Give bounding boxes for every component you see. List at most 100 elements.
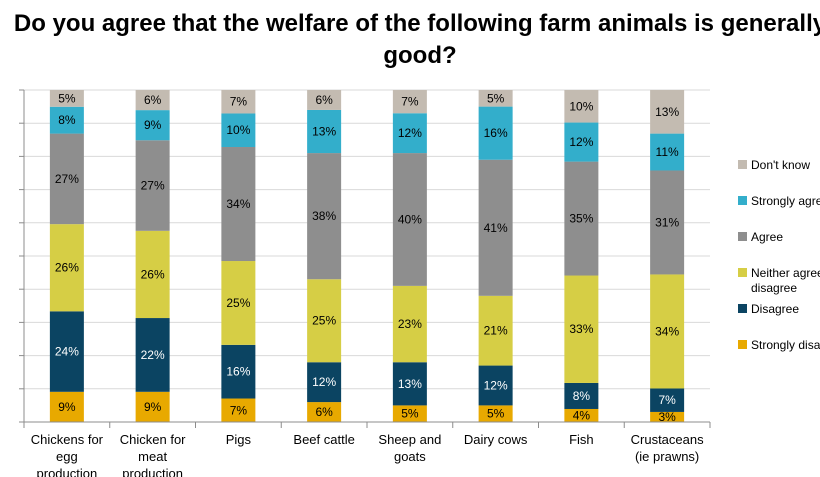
data-label: 9% <box>144 400 162 414</box>
data-label: 13% <box>655 105 679 119</box>
x-tick-label: Fish <box>569 432 594 447</box>
data-label: 10% <box>226 123 250 137</box>
data-label: 34% <box>226 197 250 211</box>
axes <box>19 89 711 428</box>
bar-segment-neither-agree-nor-disagree <box>221 261 256 345</box>
bar-segment-neither-agree-nor-disagree <box>135 230 170 319</box>
data-label: 7% <box>401 95 419 109</box>
data-label: 12% <box>569 135 593 149</box>
data-label: 24% <box>55 345 79 359</box>
bar-segment-strongly-agree <box>478 106 513 160</box>
data-label: 38% <box>312 209 336 223</box>
category-labels: Chickens for egg production Chicken for meat… <box>31 432 704 477</box>
bar-segment-agree <box>307 153 342 280</box>
data-label: 12% <box>398 126 422 140</box>
bar-segment-disagree <box>392 362 427 406</box>
data-label: 6% <box>144 93 162 107</box>
bar-segment-disagree <box>478 365 513 406</box>
bars: 9% 24% 26% 27% 8% 5% 9% 22% 26% 27% 9% 6% 7% 16% 25% 34… <box>49 90 685 424</box>
data-label: 12% <box>312 375 336 389</box>
data-label: 7% <box>658 393 676 407</box>
legend-swatch-neither-agree-nor-disagree <box>738 268 747 277</box>
x-tick-label: Crustaceans (ie prawns) <box>631 432 704 464</box>
data-label: 5% <box>401 407 419 421</box>
legend-swatch-strongly-disagree <box>738 340 747 349</box>
data-label: 23% <box>398 317 422 331</box>
bar-segment-neither-agree-nor-disagree <box>564 275 599 383</box>
bar-segment-strongly-agree <box>135 110 170 141</box>
bar-segment-strongly-agree <box>392 113 427 154</box>
data-label: 13% <box>312 125 336 139</box>
gridlines <box>24 89 710 423</box>
bar-segment-disagree <box>307 362 342 403</box>
legend-label-strongly-agree: Strongly agree <box>751 194 820 208</box>
chart-title: Do you agree that the welfare of the fol… <box>13 10 820 69</box>
legend: Don't know Strongly agree Agree Neither agr… <box>738 158 820 352</box>
bar-segment-don-t-know <box>135 90 170 111</box>
data-label: 27% <box>55 172 79 186</box>
data-label: 35% <box>569 212 593 226</box>
data-label: 26% <box>55 261 79 275</box>
bar-segment-disagree <box>564 382 599 409</box>
data-label: 6% <box>315 405 333 419</box>
data-label: 3% <box>658 410 676 424</box>
data-label: 22% <box>141 348 165 362</box>
bar-segment-neither-agree-nor-disagree <box>49 224 84 312</box>
bar-segment-strongly-disagree <box>564 408 599 422</box>
bar-segment-strongly-disagree <box>392 405 427 422</box>
bar-segment-don-t-know <box>221 90 256 114</box>
data-label: 7% <box>230 403 248 417</box>
data-label: 21% <box>484 324 508 338</box>
bar-segment-agree <box>221 147 256 262</box>
data-label: 9% <box>58 400 76 414</box>
bar-segment-agree <box>650 170 685 275</box>
data-label: 8% <box>58 113 76 127</box>
data-label: 16% <box>484 126 508 140</box>
bar-segment-agree <box>478 159 513 296</box>
bar-segment-agree <box>564 161 599 276</box>
data-label: 33% <box>569 322 593 336</box>
legend-label-strongly-disagree: Strongly disagree <box>751 338 820 352</box>
bar-segment-strongly-disagree <box>135 391 170 422</box>
data-label: 4% <box>573 408 591 422</box>
data-label: 31% <box>655 215 679 229</box>
data-label: 34% <box>655 324 679 338</box>
legend-swatch-don-t-know <box>738 160 747 169</box>
data-label: 11% <box>656 145 679 159</box>
bar-segment-disagree <box>135 318 170 392</box>
bar-segment-don-t-know <box>564 90 599 123</box>
data-label: 25% <box>226 296 250 310</box>
bar-segment-agree <box>49 133 84 225</box>
x-tick-label: Chickens for egg production <box>31 432 104 477</box>
data-label: 10% <box>569 99 593 113</box>
bar-segment-don-t-know <box>478 90 513 107</box>
data-label: 41% <box>484 221 508 235</box>
bar-segment-neither-agree-nor-disagree <box>307 279 342 363</box>
bar-segment-neither-agree-nor-disagree <box>478 295 513 366</box>
bar-segment-strongly-agree <box>221 113 256 148</box>
bar-segment-strongly-disagree <box>307 402 342 422</box>
data-label: 25% <box>312 314 336 328</box>
x-tick-label: Beef cattle <box>293 432 354 447</box>
data-label: 27% <box>141 179 165 193</box>
bar-segment-agree <box>392 153 427 286</box>
bar-segment-strongly-disagree <box>478 405 513 422</box>
bar-segment-strongly-disagree <box>221 398 256 422</box>
data-label: 12% <box>484 378 508 392</box>
bar-segment-don-t-know <box>392 90 427 114</box>
x-tick-label: Chicken for meat production <box>120 432 186 477</box>
bar-segment-neither-agree-nor-disagree <box>392 285 427 363</box>
data-label: 5% <box>58 91 76 105</box>
bar-segment-strongly-agree <box>650 133 685 171</box>
data-label: 16% <box>226 365 250 379</box>
x-tick-label: Sheep and goats <box>378 432 441 464</box>
bar-segment-don-t-know <box>49 90 84 107</box>
data-label: 8% <box>573 389 591 403</box>
bar-segment-disagree <box>650 388 685 412</box>
bar-segment-don-t-know <box>307 90 342 110</box>
legend-swatch-disagree <box>738 304 747 313</box>
legend-label-don-t-know: Don't know <box>751 158 810 172</box>
data-label: 13% <box>398 377 422 391</box>
x-tick-label: Pigs <box>226 432 252 447</box>
